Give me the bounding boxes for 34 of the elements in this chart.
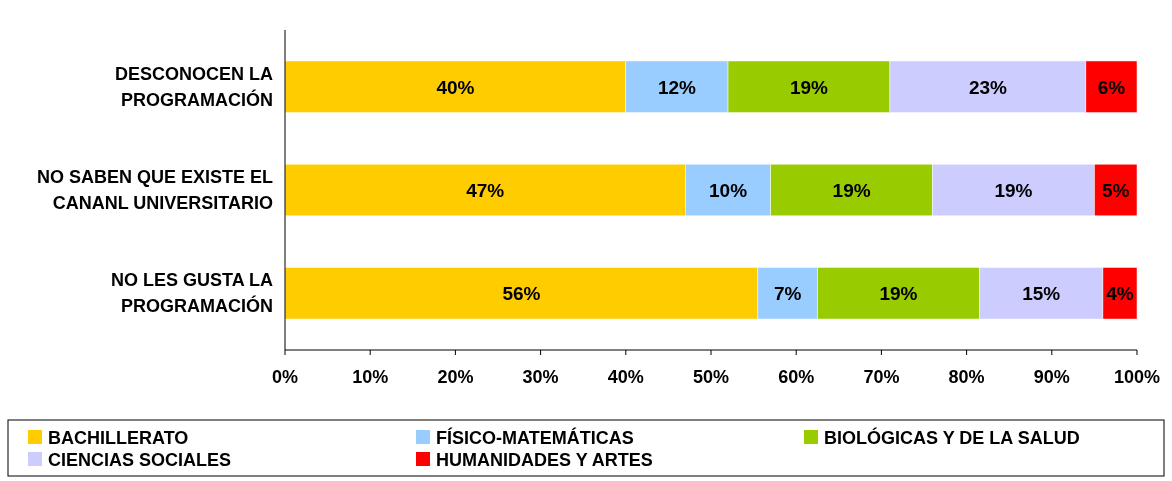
data-label: 19% xyxy=(789,76,829,98)
data-label: 40% xyxy=(436,76,475,98)
x-tick-label: 70% xyxy=(863,367,900,387)
data-label: 7% xyxy=(773,283,802,305)
x-tick-label: 90% xyxy=(1033,367,1070,387)
data-label: 19% xyxy=(879,283,918,305)
data-label: 4% xyxy=(1106,283,1134,305)
x-tick-label: 50% xyxy=(692,367,730,387)
data-label: 19% xyxy=(832,180,871,201)
x-tick-label: 100% xyxy=(1113,367,1161,387)
data-label: 5% xyxy=(1101,180,1130,201)
x-tick-label: 20% xyxy=(437,367,474,387)
legend-label: CIENCIAS SOCIALES xyxy=(48,450,232,470)
data-label: 6% xyxy=(1097,76,1126,98)
data-label: 15% xyxy=(1022,283,1061,305)
x-tick-label: 0% xyxy=(271,367,299,387)
x-tick-label: 40% xyxy=(607,367,644,387)
data-label: 19% xyxy=(994,180,1033,201)
y-tick-label: DESCONOCEN LA PROGRAMACIÓN xyxy=(114,63,273,110)
data-label: 12% xyxy=(657,76,697,98)
x-tick-label: 10% xyxy=(352,367,389,387)
data-label: 56% xyxy=(502,283,541,305)
legend-label: HUMANIDADES Y ARTES xyxy=(436,450,653,470)
x-tick-label: 80% xyxy=(948,367,985,387)
data-label: 10% xyxy=(709,180,748,201)
legend-label: BIOLÓGICAS Y DE LA SALUD xyxy=(824,427,1080,448)
data-label: 23% xyxy=(968,76,1008,98)
y-tick-label: NO LES GUSTA LA PROGRAMACIÓN xyxy=(111,270,273,317)
x-tick-label: 30% xyxy=(522,367,559,387)
legend-label: BACHILLERATO xyxy=(48,428,189,448)
data-label: 47% xyxy=(466,180,505,201)
x-tick-label: 60% xyxy=(778,367,815,387)
y-tick-label: NO SABEN QUE EXISTE EL CANANL UNIVERSITARIO xyxy=(36,167,273,213)
legend-label: FÍSICO-MATEMÁTICAS xyxy=(436,427,634,448)
